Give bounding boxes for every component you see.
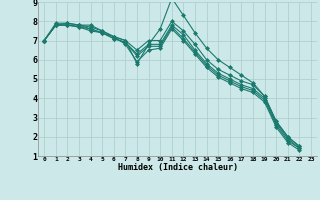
X-axis label: Humidex (Indice chaleur): Humidex (Indice chaleur): [118, 163, 238, 172]
